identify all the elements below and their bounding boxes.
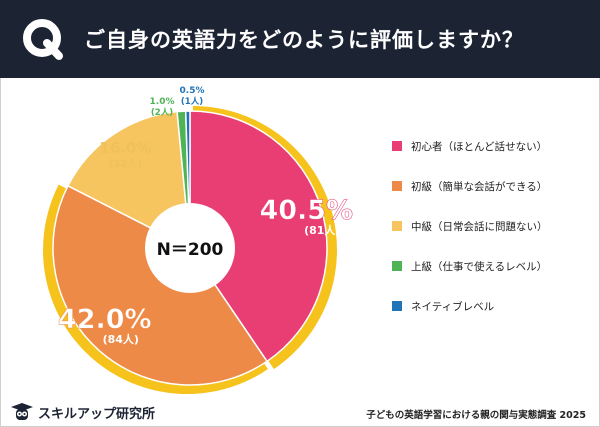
slice-count-label-3: (32人) [109, 157, 142, 170]
slice-count-label-1: (81人) [304, 223, 340, 237]
pie-chart: N＝200 40.5%(81人) 42.0%(84人) 16.0%(32人) 1.0%… [42, 86, 353, 394]
legend-label-5: ネイティブレベル [411, 300, 495, 313]
owl-logo-icon [11, 403, 33, 420]
center-label: N＝200 [157, 240, 224, 260]
pie-slice-3 [66, 110, 191, 250]
legend-label-4: 上級（仕事で使えるレベル） [411, 260, 548, 273]
legend-item-1: 初心者（ほとんど話せない） [392, 140, 592, 153]
header-bar: Q ご自身の英語力をどのように評価しますか？ [0, 0, 600, 78]
source-note: 子どもの英語学習における親の関与実態調査 2025 [366, 410, 586, 421]
legend-swatch-1 [392, 141, 402, 151]
slice-value-label-5: 0.5% [180, 86, 205, 96]
legend-label-1: 初心者（ほとんど話せない） [411, 140, 548, 153]
q-icon: Q [23, 19, 63, 60]
slice-value-label-2: 42.0% [58, 304, 152, 335]
legend-swatch-2 [392, 181, 402, 191]
pie-center-hole [145, 203, 235, 293]
slice-value-label-4: 1.0% [150, 97, 175, 107]
pie-slice-2 [52, 184, 269, 386]
footer-logo: スキルアップ研究所 [10, 401, 155, 423]
slice-count-label-4: (2人) [151, 107, 173, 118]
slice-count-label-5: (1人) [181, 96, 203, 107]
legend-item-4: 上級（仕事で使えるレベル） [392, 260, 592, 273]
legend: 初心者（ほとんど話せない） 初級（簡単な会話ができる） 中級（日常会話に問題ない） 上… [392, 140, 592, 340]
legend-swatch-4 [392, 261, 402, 271]
page-title: ご自身の英語力をどのように評価しますか？ [84, 28, 524, 52]
legend-item-3: 中級（日常会話に問題ない） [392, 220, 592, 233]
legend-swatch-3 [392, 221, 402, 231]
slice-count-label-2: (84人) [103, 332, 139, 346]
legend-item-2: 初級（簡単な会話ができる） [392, 180, 592, 193]
slice-value-label-3: 16.0% [99, 139, 151, 157]
legend-item-5: ネイティブレベル [392, 300, 592, 313]
legend-label-2: 初級（簡単な会話ができる） [411, 180, 548, 193]
legend-label-3: 中級（日常会話に問題ない） [411, 220, 548, 233]
slice-value-label-1: 40.5% [259, 195, 353, 226]
legend-swatch-5 [392, 301, 402, 311]
logo-text: スキルアップ研究所 [38, 406, 156, 422]
pie-slice-1 [189, 110, 328, 363]
